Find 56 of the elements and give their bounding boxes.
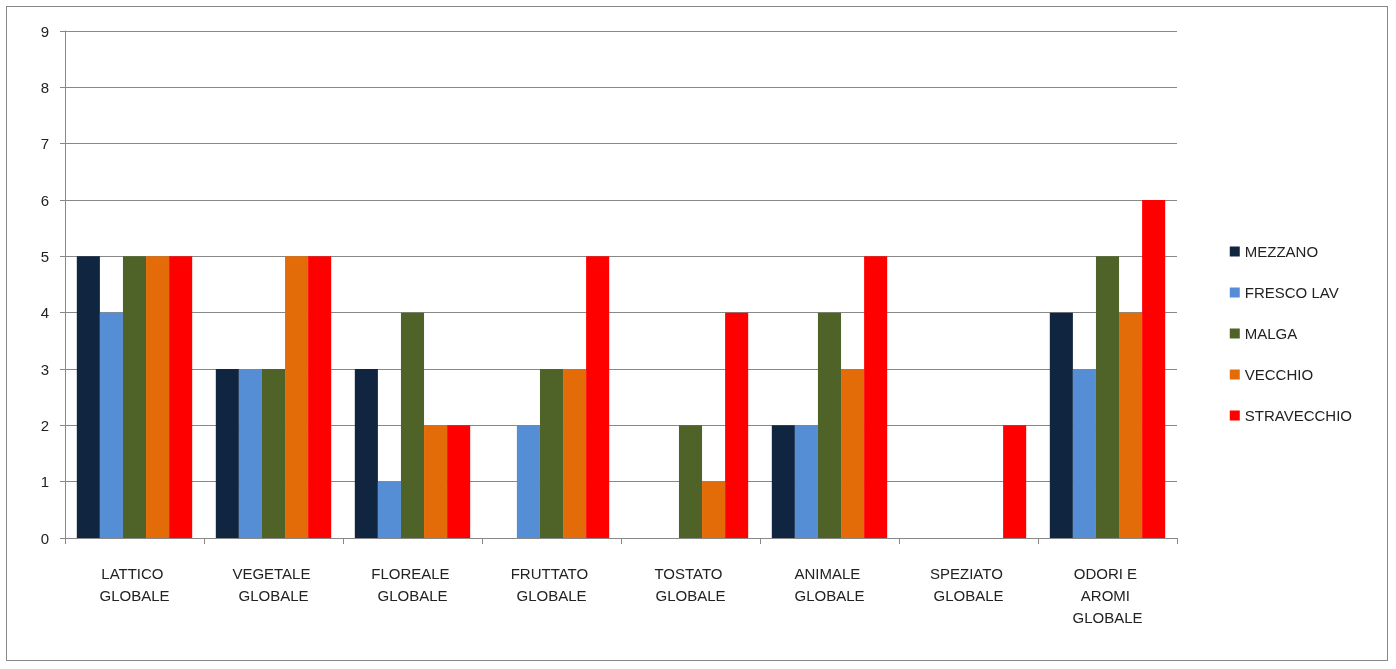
x-tick-label: VEGETALE GLOBALE: [232, 564, 315, 604]
bar: [377, 481, 401, 538]
bar: [215, 369, 239, 538]
y-tick-label: 9: [40, 22, 49, 40]
bar: [169, 256, 193, 538]
y-tick-label: 5: [40, 247, 49, 265]
y-tick-label: 2: [40, 416, 49, 434]
bar: [261, 369, 286, 538]
legend-label: MEZZANO: [1244, 243, 1319, 260]
y-tick-label: 0: [40, 529, 49, 547]
bar: [1095, 256, 1120, 538]
bar: [99, 312, 123, 538]
bar: [76, 256, 100, 538]
x-tick-label: TOSTATO GLOBALE: [654, 564, 727, 604]
x-tick-label: ODORI E AROMI GLOBALE: [1072, 564, 1143, 626]
bar: [122, 256, 147, 538]
x-tick-label: LATTICO GLOBALE: [99, 564, 170, 604]
bar: [841, 369, 865, 538]
bar: [771, 425, 795, 538]
y-tick-label: 4: [40, 304, 49, 322]
bar: [1049, 312, 1073, 538]
bar: [516, 425, 540, 538]
bar: [1142, 200, 1166, 538]
bar: [702, 481, 726, 538]
bar: [864, 256, 888, 538]
y-tick-label: 6: [40, 191, 49, 209]
bar: [1072, 369, 1096, 538]
bar: [285, 256, 309, 538]
bar: [238, 369, 262, 538]
x-tick-label: FLOREALE GLOBALE: [371, 564, 454, 604]
bar: [539, 369, 564, 538]
bar: [146, 256, 170, 538]
bar: [678, 425, 703, 538]
bar: [794, 425, 818, 538]
y-tick-label: 3: [40, 360, 49, 378]
bar: [400, 312, 425, 538]
bar: [817, 312, 842, 538]
bar: [354, 369, 378, 538]
bar: [1003, 425, 1027, 538]
bar: [563, 369, 587, 538]
y-tick-label: 7: [40, 135, 49, 153]
bar: [725, 312, 749, 538]
legend-label: FRESCO LAV: [1244, 284, 1339, 301]
y-tick-label: 1: [40, 473, 49, 491]
bar: [586, 256, 610, 538]
legend-label: VECCHIO: [1244, 366, 1314, 383]
x-tick-label: SPEZIATO GLOBALE: [930, 564, 1007, 604]
bar: [424, 425, 448, 538]
bar: [308, 256, 332, 538]
legend-label: MALGA: [1244, 325, 1298, 342]
x-tick-label: FRUTTATO GLOBALE: [510, 564, 593, 604]
bar: [1119, 312, 1143, 538]
bar: [447, 425, 471, 538]
y-tick-label: 8: [40, 78, 49, 96]
legend-label: STRAVECCHIO: [1244, 407, 1352, 424]
x-tick-label: ANIMALE GLOBALE: [794, 564, 865, 604]
